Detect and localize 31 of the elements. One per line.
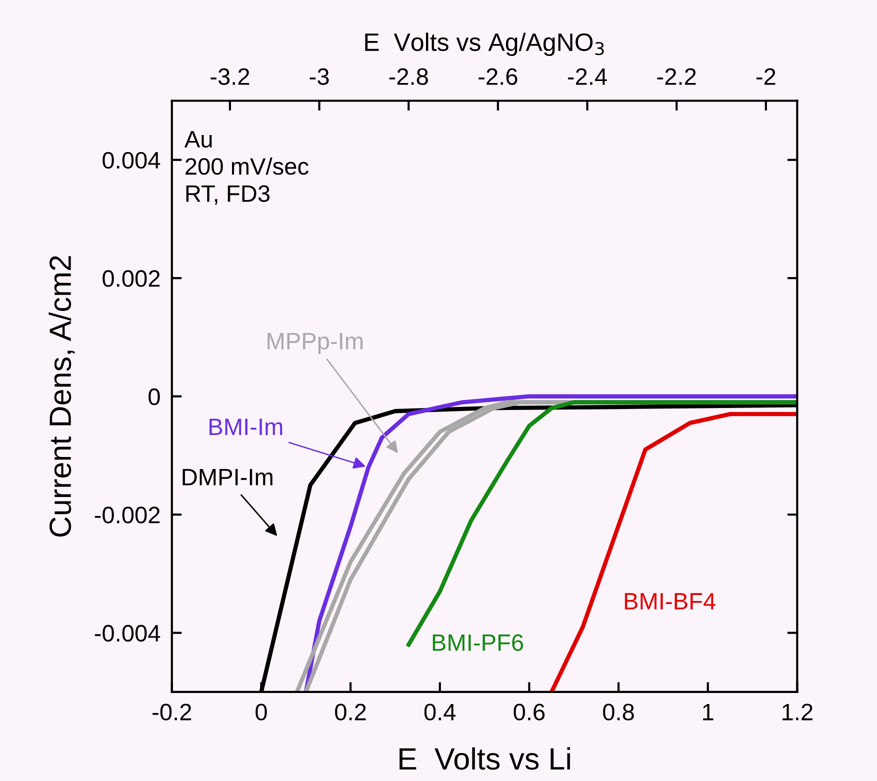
x-tick-label: 0.6 — [514, 704, 545, 720]
x-tick-label: 1.2 — [782, 704, 812, 720]
x2-tick-label: -2.6 — [478, 68, 518, 85]
text: BMI-Im — [210, 418, 282, 435]
y-tick-label: -0.002 — [94, 506, 160, 524]
x-tick-label: -0.2 — [152, 704, 192, 720]
x2-tick-label: -2.4 — [568, 68, 607, 85]
annotation: RT, FD3 — [186, 185, 270, 205]
x2-tick-label: -2 — [756, 68, 776, 85]
x-tick-label: 0.8 — [603, 704, 634, 720]
series-label: BMI-PF6 — [432, 634, 524, 652]
x2-tick-label: -3.2 — [210, 68, 250, 85]
y-tick-label: 0.002 — [102, 270, 160, 287]
y-tick-label: 0 — [148, 388, 160, 406]
x-tick-label: 0.4 — [424, 704, 456, 720]
text: MPPp-Im — [268, 333, 363, 354]
x2-tick-label: -2.2 — [657, 68, 696, 85]
x-tick-label: 0.2 — [335, 704, 366, 720]
annotation: Au — [184, 131, 212, 148]
x2-axis-title: E Volts vs Ag/AgNO$_{3}$ — [365, 32, 604, 56]
y-tick-label: 0.004 — [102, 152, 160, 169]
annotation: 200 mV/sec — [186, 157, 308, 175]
y-axis-title: Current Dens, A/cm2 — [48, 256, 75, 537]
x2-tick-label: -3 — [310, 68, 329, 85]
series-label: DMPI-Im — [182, 468, 272, 486]
x-tick-label: 0 — [256, 704, 267, 720]
x2-tick-label: -2.8 — [389, 68, 428, 85]
y-tick-label: -0.004 — [94, 624, 160, 642]
x-tick-label: 1 — [703, 704, 714, 720]
x-axis-title: E Volts vs Li — [400, 747, 570, 770]
series-label: BMI-BF4 — [624, 593, 716, 610]
